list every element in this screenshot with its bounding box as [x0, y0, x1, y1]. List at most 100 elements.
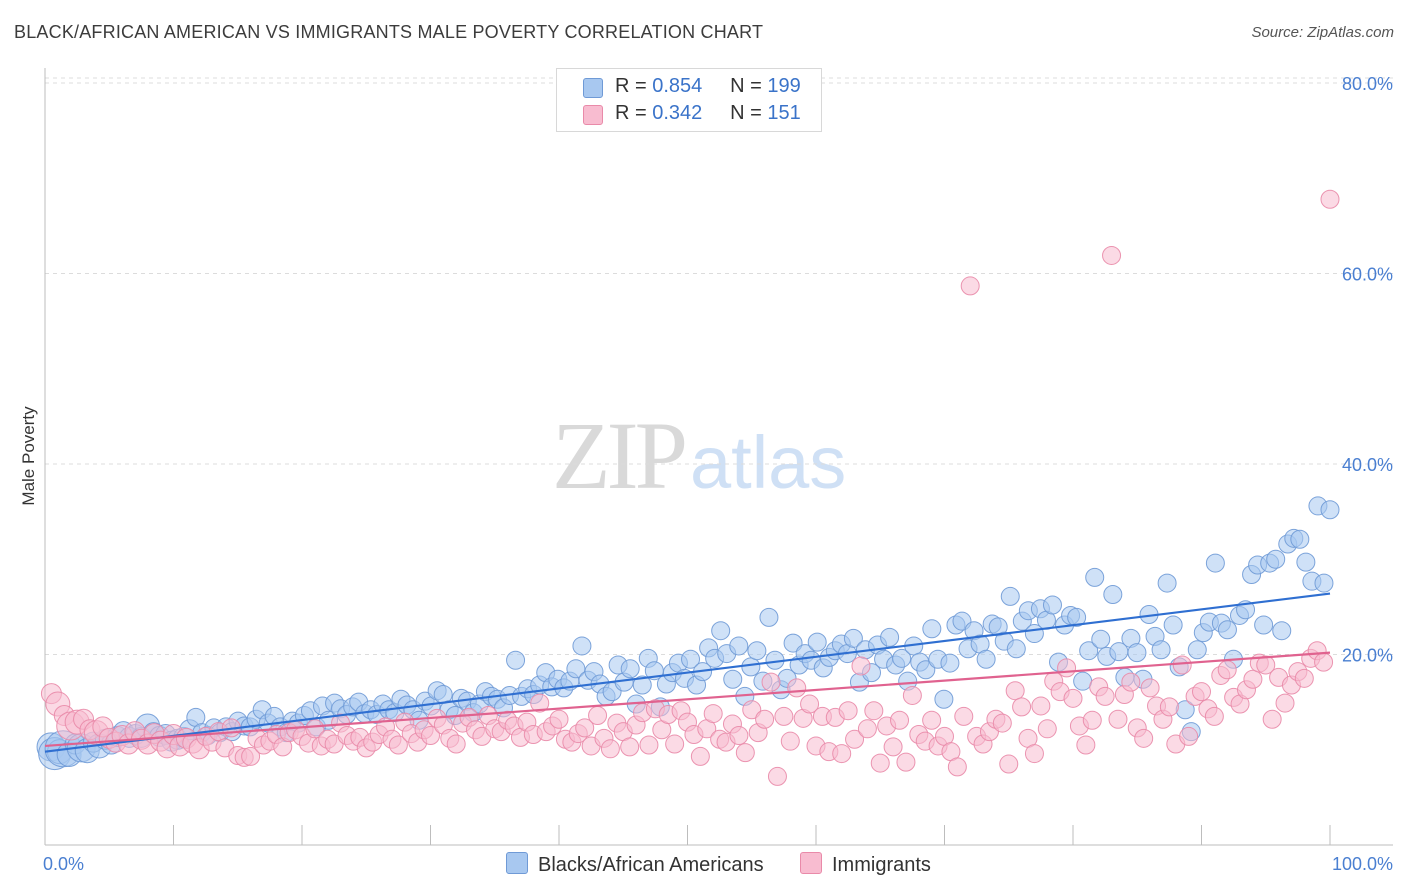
bottom-legend-label-immigrants: Immigrants [832, 854, 931, 876]
source-label: Source: ZipAtlas.com [1251, 24, 1394, 41]
data-point [1275, 693, 1295, 713]
grid-lines [45, 77, 1393, 656]
data-point [800, 694, 820, 714]
data-point [1067, 607, 1087, 627]
data-point [1000, 586, 1020, 606]
data-point [1127, 643, 1147, 663]
legend-n-label: N = [730, 75, 762, 97]
data-point [1024, 744, 1044, 764]
trend-line-immigrants [44, 651, 1331, 748]
data-point [1187, 640, 1207, 660]
data-point [729, 636, 749, 656]
axes [44, 68, 1393, 846]
legend-swatch-blacks [583, 78, 603, 98]
y-tick-label: 20.0% [1342, 646, 1393, 666]
data-point [934, 689, 954, 709]
data-point [742, 700, 762, 720]
data-point [892, 648, 912, 668]
data-point [1108, 709, 1128, 729]
data-point [864, 701, 884, 721]
data-point [976, 649, 996, 669]
data-point [1179, 726, 1199, 746]
data-point [1140, 678, 1160, 698]
data-point [1063, 688, 1083, 708]
legend-n-label: N = [730, 102, 762, 124]
data-point [241, 746, 261, 766]
data-point [1314, 652, 1334, 672]
data-point [566, 659, 586, 679]
data-point [735, 743, 755, 763]
data-point [1057, 658, 1077, 678]
bottom-legend-immigrants: Immigrants [800, 852, 931, 877]
chart-title: BLACK/AFRICAN AMERICAN VS IMMIGRANTS MAL… [14, 22, 764, 42]
data-point [1121, 672, 1141, 692]
data-point [1103, 585, 1123, 605]
data-point [572, 636, 592, 656]
data-point [883, 737, 903, 757]
x-tick-label: 0.0% [43, 854, 84, 874]
data-point [1217, 620, 1237, 640]
data-point [843, 628, 863, 648]
data-point [600, 739, 620, 759]
data-point [620, 659, 640, 679]
data-point [388, 735, 408, 755]
y-tick-label: 60.0% [1342, 265, 1393, 285]
data-point [711, 621, 731, 641]
data-point [1095, 686, 1115, 706]
data-point [632, 675, 652, 695]
data-point [940, 653, 960, 673]
watermark: ZIPatlas [552, 400, 846, 511]
data-point [1005, 681, 1025, 701]
bottom-legend-swatch-immigrants [800, 852, 822, 874]
data-point [1296, 552, 1316, 572]
y-tick-label: 80.0% [1342, 74, 1393, 94]
data-point [954, 706, 974, 726]
data-point [922, 619, 942, 639]
legend-n-value: 151 [767, 102, 801, 124]
watermark-atlas: atlas [690, 421, 847, 504]
data-point [890, 710, 910, 730]
data-point [880, 627, 900, 647]
data-point [992, 713, 1012, 733]
data-point [857, 719, 877, 739]
data-point [506, 650, 526, 670]
legend-r-value: 0.342 [652, 102, 703, 124]
data-point [1243, 669, 1263, 689]
data-point [1272, 621, 1292, 641]
legend-r-label: R = [615, 102, 647, 124]
data-point [1294, 668, 1314, 688]
data-point [916, 660, 936, 680]
data-points [36, 189, 1340, 786]
data-point [851, 656, 871, 676]
data-point [1204, 706, 1224, 726]
data-point [922, 710, 942, 730]
data-point [575, 718, 595, 738]
data-point [947, 757, 967, 777]
data-point [1134, 728, 1154, 748]
data-point [549, 709, 569, 729]
data-point [723, 669, 743, 689]
series-immigrants [40, 189, 1340, 786]
y-axis-label: Male Poverty [19, 406, 38, 506]
data-point [665, 734, 685, 754]
data-point [1151, 640, 1171, 660]
data-point [1172, 655, 1192, 675]
data-point [870, 753, 890, 773]
data-point [1159, 697, 1179, 717]
data-point [845, 729, 865, 749]
data-point [446, 734, 466, 754]
legend-swatch-immigrants [583, 105, 603, 125]
data-point [1320, 189, 1340, 209]
data-point [1262, 709, 1282, 729]
data-point [1006, 639, 1026, 659]
data-point [620, 737, 640, 757]
data-point [305, 719, 325, 739]
data-point [807, 632, 827, 652]
data-point [1012, 697, 1032, 717]
data-point [1256, 655, 1276, 675]
y-tick-label: 40.0% [1342, 455, 1393, 475]
data-point [1091, 629, 1111, 649]
trend-lines [44, 592, 1331, 753]
data-point [1320, 500, 1340, 520]
